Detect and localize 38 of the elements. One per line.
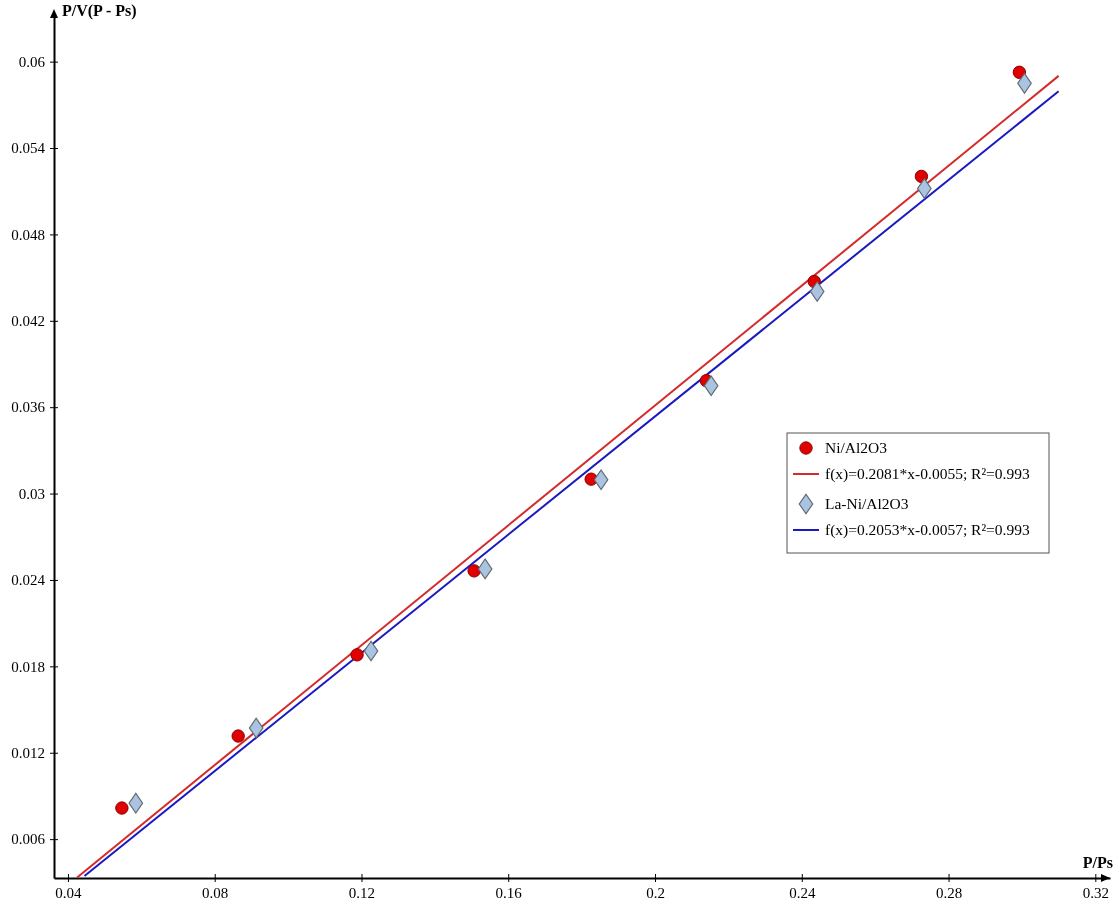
x-tick-label: 0.12 [348,884,376,901]
y-tick-label: 0.048 [11,226,45,243]
y-axis-title: P/V(P - Ps) [62,2,137,20]
x-tick-label: 0.08 [202,884,229,901]
y-tick-label: 0.036 [11,399,46,416]
x-tick-label: 0.2 [646,884,665,901]
y-tick-label: 0.006 [11,831,46,848]
y-tick-label: 0.024 [11,572,46,589]
y-tick-label: 0.012 [11,745,45,762]
y-tick-label: 0.03 [18,485,45,502]
point [231,729,245,743]
point [1017,73,1032,94]
x-axis-title: P/Ps [1082,854,1113,871]
x-tick-label: 0.04 [55,884,83,901]
point [593,469,609,491]
legend-label: La-Ni/Al2O3 [825,495,909,512]
x-tick-label: 0.16 [495,884,523,901]
legend-label: Ni/Al2O3 [825,439,888,456]
point [1012,65,1027,79]
y-tick-label: 0.06 [18,53,46,70]
point [917,178,932,199]
point [128,792,144,814]
y-tick-label: 0.054 [11,140,46,157]
x-tick-label: 0.28 [935,884,963,901]
point [248,717,264,739]
y-tick-label: 0.018 [11,658,45,675]
point [115,801,129,815]
point [809,281,825,302]
point [477,558,493,580]
x-tick-label: 0.24 [789,884,816,901]
legend-label: f(x)=0.2081*x-0.0055; R²=0.993 [825,465,1030,483]
x-tick-label: 0.32 [1082,884,1109,901]
point [350,648,364,662]
point [363,640,379,662]
point [703,375,719,397]
y-tick-label: 0.042 [11,313,45,330]
legend-label: f(x)=0.2053*x-0.0057; R²=0.993 [825,521,1030,539]
point [467,564,481,578]
